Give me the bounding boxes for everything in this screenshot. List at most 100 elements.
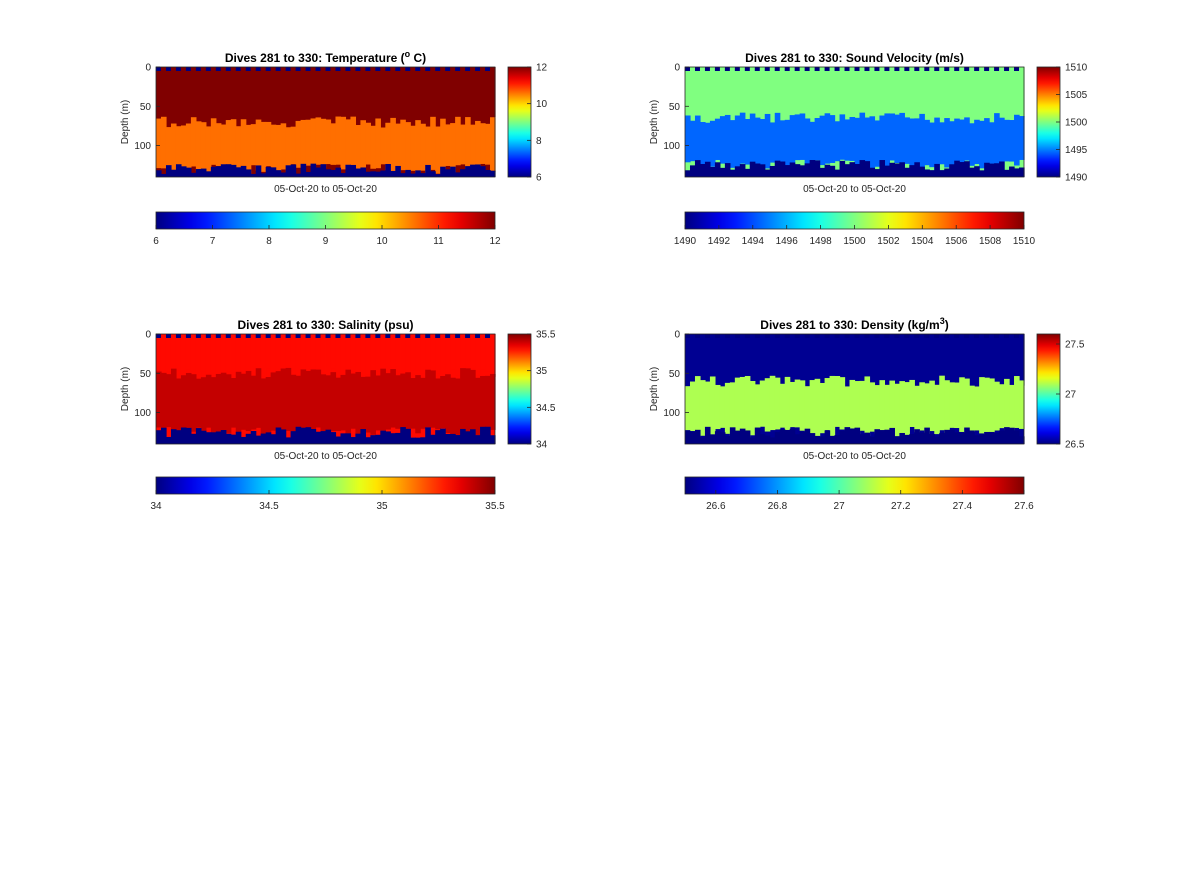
data-layer-cell	[475, 164, 481, 177]
data-layer-cell	[225, 67, 232, 125]
data-layer-cell	[240, 67, 247, 125]
data-layer-cell	[270, 67, 277, 124]
surface-gap-cell	[175, 67, 181, 71]
data-layer-cell	[744, 430, 751, 444]
data-layer-cell	[205, 334, 212, 375]
surface-gap-cell	[395, 67, 401, 71]
data-layer-cell	[829, 67, 836, 119]
y-axis-label: Depth (m)	[120, 100, 131, 144]
data-layer-cell	[904, 117, 910, 164]
data-layer-cell	[934, 117, 940, 171]
data-layer-cell	[290, 126, 297, 165]
data-layer-cell	[400, 67, 406, 121]
data-layer-cell	[480, 166, 486, 177]
data-layer-cell	[460, 124, 466, 165]
data-layer-cell	[220, 430, 227, 444]
data-layer-cell	[685, 170, 691, 177]
data-layer-cell	[994, 113, 1000, 164]
data-layer-cell	[370, 125, 376, 169]
surface-gap-cell	[724, 334, 730, 338]
data-layer-cell	[200, 168, 207, 177]
data-layer-cell	[789, 67, 796, 114]
data-layer-cell	[1004, 334, 1010, 383]
data-layer-cell	[899, 381, 905, 438]
data-layer-cell	[869, 436, 876, 444]
data-layer-cell	[245, 124, 252, 174]
surface-gap-cell	[415, 67, 421, 71]
data-layer-cell	[764, 169, 771, 177]
data-layer-cell	[310, 334, 317, 369]
data-layer-cell	[170, 169, 177, 177]
data-layer-cell	[225, 334, 232, 372]
data-layer-cell	[315, 431, 322, 444]
data-layer-cell	[984, 118, 990, 165]
x-axis-label: 05-Oct-20 to 05-Oct-20	[803, 184, 906, 195]
surface-gap-cell	[156, 67, 161, 71]
data-layer-cell	[949, 121, 955, 170]
data-layer-cell	[794, 67, 801, 123]
data-layer-cell	[245, 67, 252, 126]
surface-gap-cell	[235, 67, 241, 71]
surface-gap-cell	[455, 334, 461, 338]
colorbar-tick-label: 34.5	[536, 403, 556, 414]
data-layer-cell	[1019, 334, 1025, 386]
data-layer-cell	[165, 67, 172, 127]
surface-gap-cell	[764, 67, 770, 71]
data-layer-cell	[984, 431, 990, 444]
data-layer-cell	[210, 377, 217, 434]
data-layer-cell	[989, 431, 995, 444]
data-layer-cell	[210, 432, 217, 444]
data-layer-cell	[729, 427, 736, 444]
data-layer-cell	[400, 427, 406, 444]
data-layer-cell	[490, 334, 496, 377]
data-layer-cell	[305, 427, 312, 444]
data-layer-cell	[225, 433, 232, 444]
data-layer-cell	[285, 367, 292, 431]
data-layer-cell	[834, 67, 841, 120]
surface-gap-cell	[814, 334, 820, 338]
data-layer-cell	[325, 334, 332, 378]
data-layer-cell	[315, 117, 322, 165]
data-layer-cell	[1019, 436, 1025, 444]
data-layer-cell	[774, 67, 781, 119]
data-layer-cell	[999, 334, 1005, 380]
data-layer-cell	[769, 165, 776, 177]
data-layer-cell	[864, 432, 871, 444]
data-layer-cell	[290, 164, 297, 177]
horizontal-colorbar-tick-label: 34	[150, 501, 162, 512]
data-layer-cell	[814, 378, 821, 437]
data-layer-cell	[704, 161, 711, 177]
data-layer-cell	[290, 374, 297, 437]
data-layer-cell	[340, 433, 347, 444]
data-layer-cell	[1019, 67, 1025, 118]
data-layer-cell	[854, 67, 861, 118]
data-layer-cell	[300, 334, 307, 372]
data-layer-cell	[949, 334, 955, 386]
data-layer-cell	[485, 169, 491, 177]
data-layer-cell	[470, 164, 476, 177]
data-layer-cell	[894, 163, 900, 177]
data-layer-cell	[395, 334, 401, 375]
data-layer-cell	[295, 173, 302, 177]
data-layer-cell	[754, 163, 761, 177]
surface-gap-cell	[1014, 334, 1020, 338]
colorbar	[1036, 333, 1061, 445]
data-layer-cell	[465, 368, 471, 438]
data-layer-cell	[340, 116, 347, 170]
data-layer-cell	[270, 124, 277, 172]
data-layer-cell	[849, 334, 856, 377]
data-layer-cell	[380, 368, 386, 436]
data-layer-cell	[854, 381, 861, 437]
data-layer-cell	[235, 167, 242, 177]
data-layer-cell	[809, 380, 816, 435]
data-layer-cell	[685, 386, 691, 431]
surface-gap-cell	[425, 67, 431, 71]
surface-gap-cell	[235, 334, 241, 338]
data-layer-cell	[410, 378, 416, 429]
data-layer-cell	[744, 334, 751, 380]
data-layer-cell	[934, 384, 940, 435]
surface-gap-cell	[475, 334, 481, 338]
data-layer-cell	[265, 377, 272, 437]
data-layer-cell	[934, 334, 940, 379]
data-layer-cell	[465, 67, 471, 127]
